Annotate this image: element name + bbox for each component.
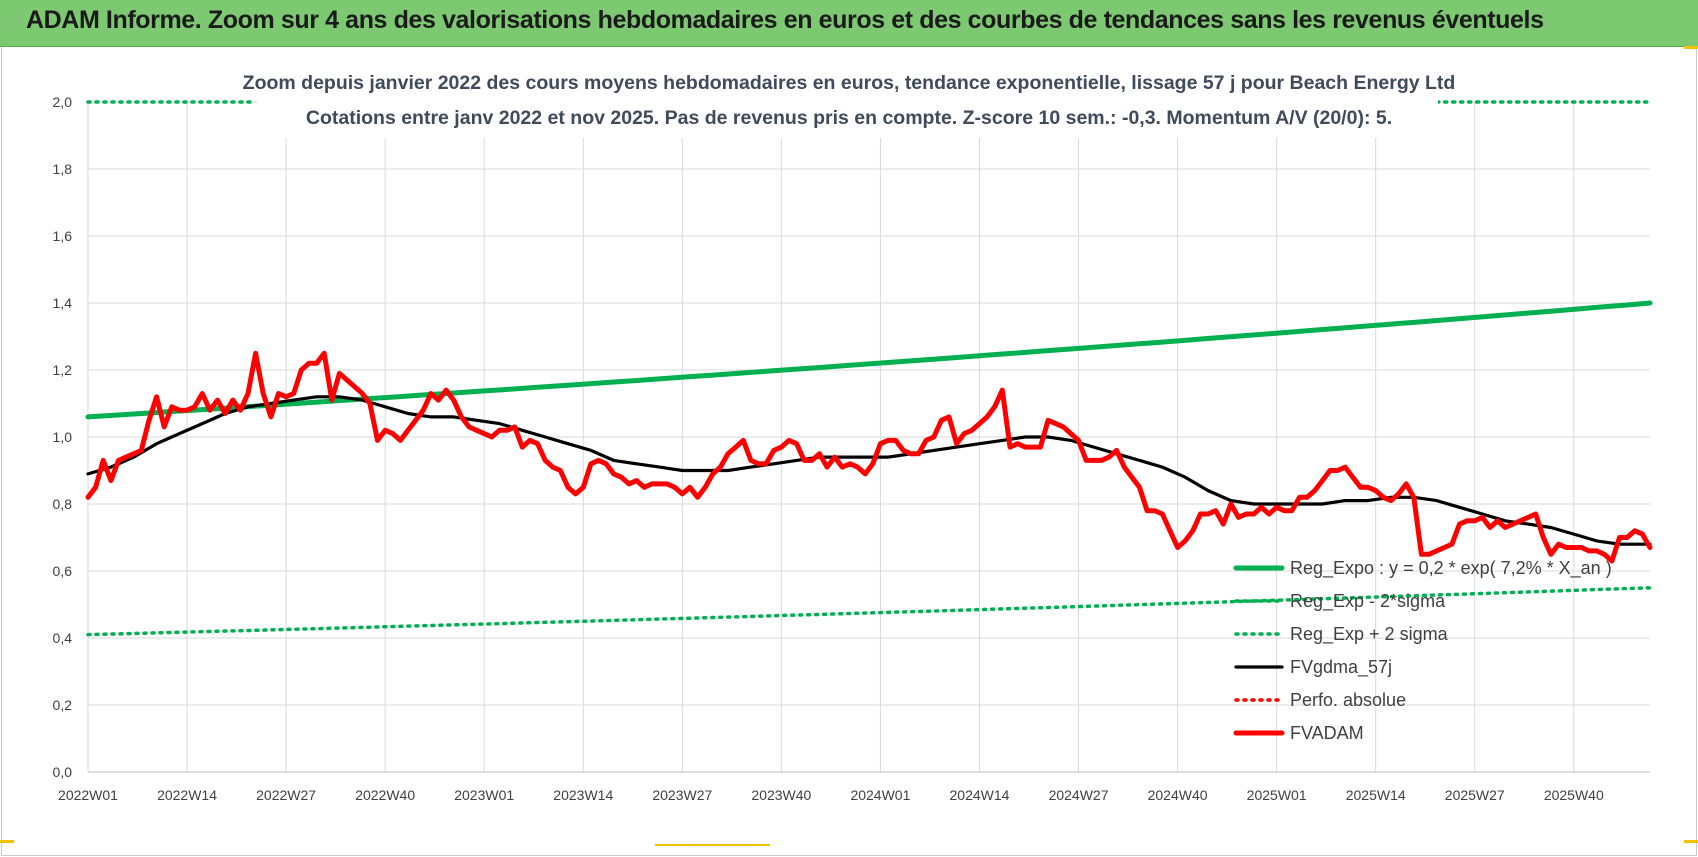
y-tick-label: 1,4 bbox=[53, 295, 73, 311]
x-tick-label: 2023W14 bbox=[553, 787, 613, 803]
legend-label: Reg_Exp - 2*sigma bbox=[1290, 591, 1446, 612]
legend-label: FVgdma_57j bbox=[1290, 657, 1392, 678]
corner-accent bbox=[1684, 46, 1698, 49]
x-tick-label: 2022W14 bbox=[157, 787, 217, 803]
y-tick-label: 0,2 bbox=[53, 697, 73, 713]
y-tick-label: 2,0 bbox=[53, 94, 73, 110]
corner-accent bbox=[0, 840, 14, 843]
chart-title-line1: Zoom depuis janvier 2022 des cours moyen… bbox=[243, 72, 1456, 94]
x-tick-label: 2022W01 bbox=[58, 787, 118, 803]
header-banner: ADAM Informe. Zoom sur 4 ans des valoris… bbox=[0, 0, 1698, 47]
y-tick-label: 0,0 bbox=[53, 764, 73, 780]
x-tick-label: 2025W40 bbox=[1544, 787, 1604, 803]
x-tick-label: 2025W01 bbox=[1247, 787, 1307, 803]
y-tick-label: 0,8 bbox=[53, 496, 73, 512]
x-axis-ticks: 2022W01 2022W14 2022W27 2022W40 2023W01 2023W… bbox=[58, 787, 1604, 803]
series-reg-expo bbox=[85, 300, 1653, 420]
x-tick-label: 2023W01 bbox=[454, 787, 514, 803]
legend-label: Reg_Exp + 2 sigma bbox=[1290, 624, 1449, 645]
x-tick-label: 2024W40 bbox=[1148, 787, 1208, 803]
x-tick-label: 2022W27 bbox=[256, 787, 316, 803]
x-tick-label: 2022W40 bbox=[355, 787, 415, 803]
x-tick-label: 2024W14 bbox=[950, 787, 1010, 803]
legend-label: Perfo. absolue bbox=[1290, 690, 1406, 710]
x-tick-label: 2024W01 bbox=[850, 787, 910, 803]
y-tick-label: 1,2 bbox=[53, 362, 73, 378]
x-tick-label: 2024W27 bbox=[1049, 787, 1109, 803]
y-axis-ticks: 0,0 0,2 0,4 0,6 0,8 1,0 1,2 1,4 1,6 1,8 2,0 bbox=[53, 94, 73, 780]
legend-label: Reg_Expo : y = 0,2 * exp( 7,2% * X_an ) bbox=[1290, 558, 1612, 579]
legend-label: FVADAM bbox=[1290, 723, 1364, 743]
y-tick-label: 1,6 bbox=[53, 228, 73, 244]
chart-title-line2: Cotations entre janv 2022 et nov 2025. P… bbox=[306, 107, 1392, 129]
corner-accent bbox=[1684, 840, 1698, 843]
x-tick-label: 2025W14 bbox=[1346, 787, 1406, 803]
y-tick-label: 1,8 bbox=[53, 161, 73, 177]
series-lines bbox=[85, 100, 1653, 637]
y-tick-label: 0,4 bbox=[53, 630, 73, 646]
y-tick-label: 1,0 bbox=[53, 429, 73, 445]
chart-frame bbox=[1, 47, 1697, 856]
series-fvadam bbox=[85, 350, 1653, 564]
x-tick-label: 2023W27 bbox=[652, 787, 712, 803]
legend: Reg_Expo : y = 0,2 * exp( 7,2% * X_an ) R… bbox=[1233, 558, 1612, 743]
banner-title: ADAM Informe. Zoom sur 4 ans des valoris… bbox=[26, 6, 1544, 34]
x-tick-label: 2023W40 bbox=[751, 787, 811, 803]
series-reg-exp-2-sigma bbox=[86, 586, 1652, 637]
x-tick-label: 2025W27 bbox=[1445, 787, 1505, 803]
corner-accent bbox=[655, 844, 770, 846]
grid-lines bbox=[87, 101, 1650, 773]
y-tick-label: 0,6 bbox=[53, 563, 73, 579]
title-backdrop bbox=[258, 66, 1438, 138]
